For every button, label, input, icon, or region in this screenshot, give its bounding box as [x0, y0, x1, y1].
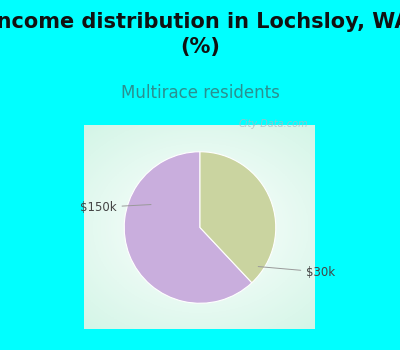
Text: Income distribution in Lochsloy, WA
(%): Income distribution in Lochsloy, WA (%): [0, 12, 400, 57]
Text: Multirace residents: Multirace residents: [120, 84, 280, 102]
Text: $150k: $150k: [80, 201, 151, 214]
Wedge shape: [200, 152, 276, 283]
Wedge shape: [124, 152, 252, 303]
Text: City-Data.com: City-Data.com: [239, 119, 308, 129]
Text: $30k: $30k: [258, 266, 335, 279]
